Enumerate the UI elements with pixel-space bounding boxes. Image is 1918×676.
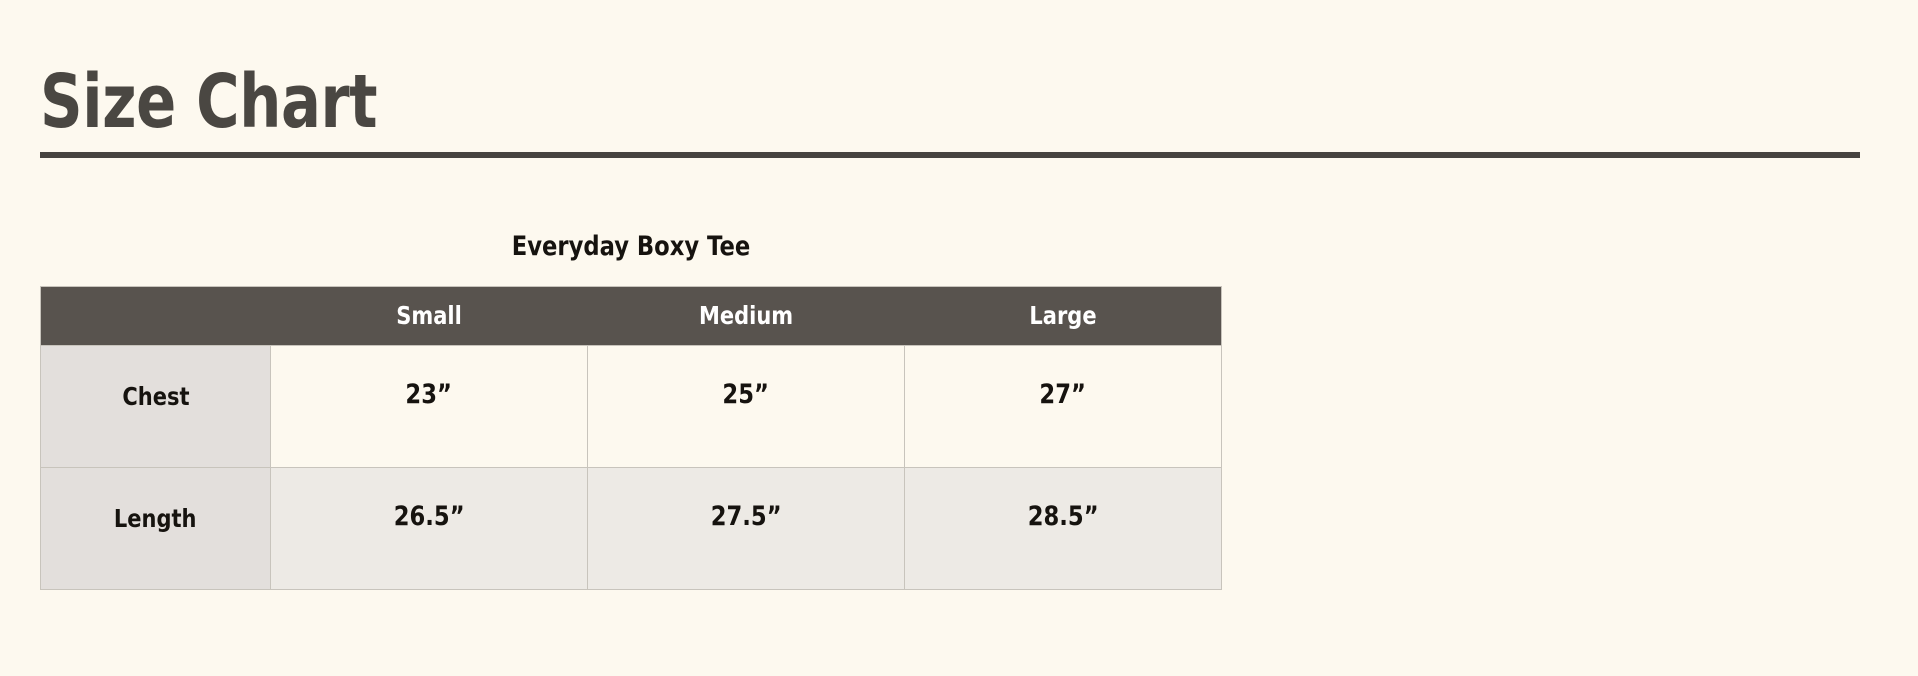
cell-length-large-value: 28.5” — [1027, 500, 1099, 532]
cell-chest-large-value: 27” — [1039, 378, 1087, 410]
cell-length-medium: 27.5” — [587, 466, 905, 590]
cell-chest-small-value: 23” — [405, 378, 453, 410]
column-header-small-label: Small — [396, 301, 462, 331]
column-header-large: Large — [905, 286, 1222, 345]
size-table: Small Medium Large Chest 23” — [40, 285, 1222, 590]
table-caption: Everyday Boxy Tee — [40, 232, 1222, 262]
table-row: Chest 23” 25” 27” — [40, 344, 1222, 468]
column-header-medium: Medium — [588, 286, 905, 345]
size-table-body: Chest 23” 25” 27” Length — [40, 344, 1222, 590]
title-divider — [40, 152, 1860, 158]
cell-length-small: 26.5” — [270, 466, 588, 590]
table-row: Length 26.5” 27.5” 28.5” — [40, 466, 1222, 590]
cell-chest-medium-value: 25” — [722, 378, 770, 410]
cell-chest-medium: 25” — [587, 344, 905, 468]
row-label-length-text: Length — [114, 503, 197, 533]
row-label-chest-text: Chest — [121, 381, 190, 411]
cell-length-small-value: 26.5” — [393, 500, 465, 532]
cell-length-large: 28.5” — [904, 466, 1222, 590]
size-table-head: Small Medium Large — [40, 286, 1222, 346]
cell-chest-large: 27” — [904, 344, 1222, 468]
cell-chest-small: 23” — [270, 344, 588, 468]
row-label-length: Length — [40, 466, 271, 590]
cell-length-medium-value: 27.5” — [710, 500, 782, 532]
column-header-medium-label: Medium — [698, 301, 794, 331]
table-caption-text: Everyday Boxy Tee — [511, 231, 751, 262]
page-title: Size Chart — [40, 58, 378, 145]
column-header-small: Small — [271, 286, 588, 345]
table-header-corner — [40, 286, 271, 346]
row-label-chest: Chest — [40, 344, 271, 468]
column-header-large-label: Large — [1029, 301, 1097, 331]
size-table-block: Everyday Boxy Tee Small Medium — [40, 232, 1222, 590]
table-header-row: Small Medium Large — [40, 286, 1222, 346]
